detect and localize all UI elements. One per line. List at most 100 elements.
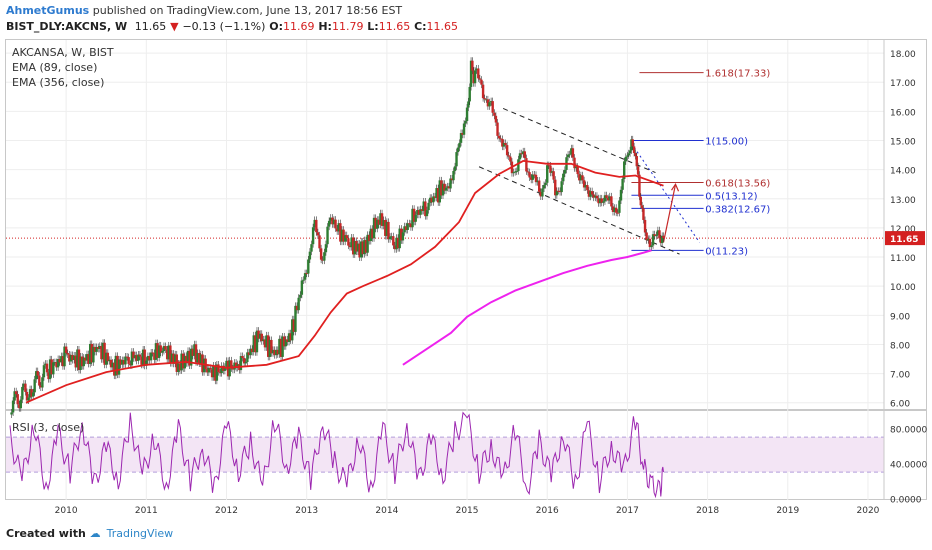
candle-body [430, 197, 433, 203]
close-value: 11.65 [426, 20, 459, 33]
price-lines [10, 57, 665, 419]
candle-body [98, 345, 102, 349]
candle-body [27, 397, 30, 401]
candle-body [113, 362, 116, 376]
candle-body [485, 99, 488, 101]
candle-body [294, 305, 297, 332]
x-tick-label: 2016 [536, 506, 559, 516]
candle-body [92, 346, 95, 363]
candle-body [323, 252, 326, 261]
candle-body [390, 236, 393, 238]
candle-body [307, 259, 310, 274]
candle-body [132, 351, 135, 359]
candle-body [557, 190, 560, 192]
candle-body [395, 237, 398, 250]
candle-body [505, 145, 509, 156]
y-tick-label: 18.00 [890, 50, 916, 60]
candle-body [242, 358, 246, 364]
candle-body [453, 166, 457, 171]
candle-body [284, 339, 288, 347]
candle-body [193, 344, 196, 356]
candle-body [571, 148, 575, 158]
x-tick-label: 2019 [776, 506, 799, 516]
candle-body [347, 238, 350, 246]
candle-body [363, 240, 366, 255]
candle-body [234, 362, 238, 368]
candle-body [52, 362, 55, 375]
candle-body [647, 238, 650, 241]
candle-body [50, 359, 53, 375]
candle-body [135, 355, 138, 361]
price-panel[interactable] [5, 39, 927, 410]
candle-body [266, 335, 270, 357]
candle-body [447, 186, 451, 189]
candle-body [206, 368, 209, 373]
candle-body [247, 352, 251, 356]
candle-body [190, 348, 193, 366]
candle-body [145, 360, 148, 366]
candle-body [563, 169, 567, 174]
candle-body [332, 219, 336, 225]
tradingview-logo-icon: ☁ [89, 527, 101, 540]
candle-body [72, 355, 76, 361]
candle-body [178, 363, 182, 371]
candle-body [36, 371, 39, 376]
candle-body [576, 166, 579, 175]
candle-body [283, 336, 286, 347]
candle-body [194, 344, 198, 363]
candle-body [444, 187, 448, 191]
candle-body [450, 178, 454, 181]
candle-body [404, 226, 408, 230]
candle-body [489, 101, 493, 103]
candle-body [436, 188, 440, 203]
candle-body [66, 352, 69, 355]
candle-body [60, 356, 63, 363]
candle-body [626, 155, 629, 157]
author-link[interactable]: AhmetGumus [6, 4, 90, 17]
candle-body [292, 319, 296, 332]
publish-line: AhmetGumus published on TradingView.com,… [6, 4, 402, 17]
candle-body [262, 339, 265, 342]
candle-body [201, 354, 204, 373]
candle-body [172, 353, 175, 364]
candle-body [653, 234, 656, 237]
candle-body [520, 153, 523, 155]
candle-body [157, 345, 161, 358]
price-gridlines [6, 40, 884, 500]
candle-body [84, 357, 87, 361]
candle-body [30, 389, 33, 397]
candle-body [544, 182, 547, 186]
tradingview-brand[interactable]: TradingView [106, 527, 174, 540]
rsi-panel[interactable] [5, 410, 927, 500]
candle-body [124, 356, 127, 365]
candle-body [327, 220, 331, 227]
candle-body [119, 359, 122, 365]
legend-ema89[interactable]: EMA (89, close) [12, 61, 98, 74]
candle-body [271, 349, 275, 354]
y-tick-label: 16.00 [890, 108, 916, 118]
candle-body [613, 207, 616, 212]
rsi-tick-label: 80.0000 [890, 425, 927, 435]
rsi-legend[interactable]: RSI (3, close) [12, 421, 85, 434]
candle-body [38, 375, 41, 386]
candle-body [578, 174, 581, 181]
legend-ema356[interactable]: EMA (356, close) [12, 76, 105, 89]
rsi-tick-label: 40.0000 [890, 460, 927, 470]
candle-body [380, 213, 384, 226]
candle-body [217, 364, 220, 373]
candle-body [291, 319, 294, 341]
candle-body [11, 400, 15, 413]
candle-body [308, 251, 312, 260]
candle-body [501, 138, 504, 147]
candle-body [526, 171, 530, 173]
candle-body [648, 238, 652, 248]
candle-body [521, 151, 525, 155]
candle-body [533, 174, 536, 176]
candle-body [504, 143, 507, 146]
candle-body [384, 220, 387, 236]
candle-body [246, 352, 249, 363]
candle-body [422, 201, 425, 211]
candle-body [419, 209, 422, 215]
candle-body [606, 197, 610, 201]
